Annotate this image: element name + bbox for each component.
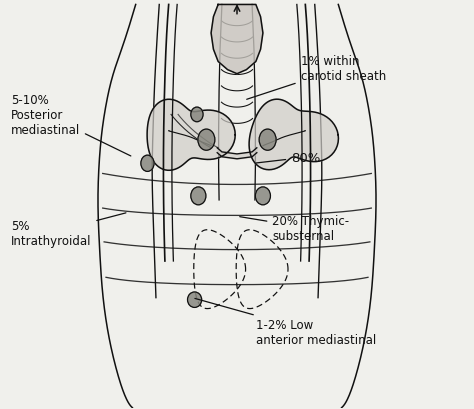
Ellipse shape bbox=[191, 187, 206, 205]
Ellipse shape bbox=[259, 130, 276, 151]
Ellipse shape bbox=[188, 292, 201, 308]
Text: 1% within
carotid sheath: 1% within carotid sheath bbox=[246, 54, 386, 100]
Text: 80%: 80% bbox=[256, 151, 320, 164]
Ellipse shape bbox=[141, 156, 154, 172]
Ellipse shape bbox=[198, 130, 215, 151]
Polygon shape bbox=[211, 5, 263, 74]
Polygon shape bbox=[249, 100, 338, 170]
Text: 20% Thymic-
substernal: 20% Thymic- substernal bbox=[240, 215, 349, 243]
Text: 1-2% Low
anterior mediastinal: 1-2% Low anterior mediastinal bbox=[195, 299, 376, 346]
Polygon shape bbox=[147, 100, 235, 171]
Ellipse shape bbox=[255, 187, 271, 205]
Ellipse shape bbox=[191, 108, 203, 122]
Text: 5%
Intrathyroidal: 5% Intrathyroidal bbox=[11, 213, 126, 247]
Text: 5-10%
Posterior
mediastinal: 5-10% Posterior mediastinal bbox=[11, 94, 131, 157]
